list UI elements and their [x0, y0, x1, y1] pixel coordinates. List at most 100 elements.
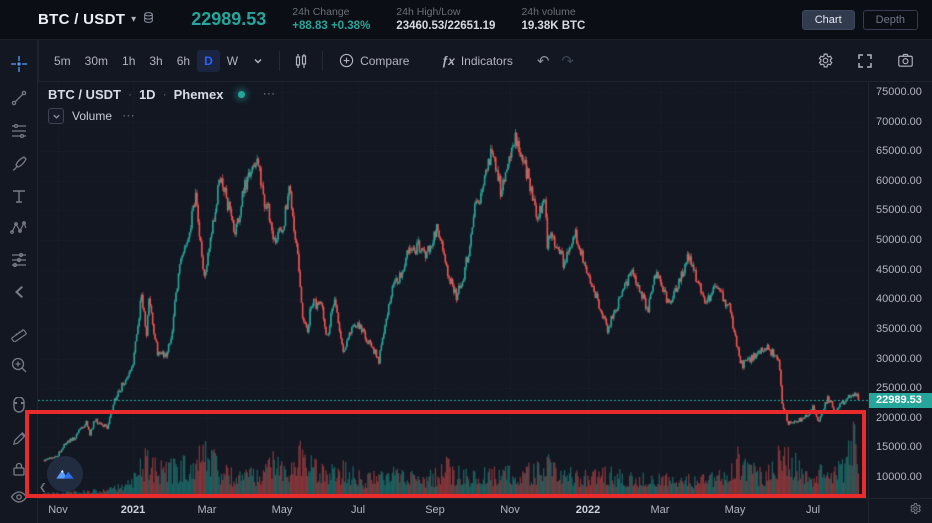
fullscreen-icon[interactable] — [852, 48, 878, 74]
stat-24h-change: 24h Change +88.83 +0.38% — [292, 5, 370, 35]
legend-interval: 1D — [138, 86, 156, 102]
time-axis-tick: Sep — [425, 504, 445, 516]
price-chart-canvas[interactable] — [38, 82, 868, 498]
volume-more-icon[interactable]: ⋯ — [122, 108, 137, 123]
toolbar-separator — [322, 50, 324, 71]
view-toggle: Chart Depth — [801, 9, 932, 30]
indicators-button[interactable]: ƒx Indicators — [433, 50, 520, 72]
hide-drawings-panel-arrow-icon[interactable] — [9, 282, 29, 302]
stat-label: 24h volume — [521, 5, 576, 18]
volume-indicator-label: Volume — [72, 109, 113, 123]
price-axis-tick: 70000.00 — [876, 115, 922, 128]
stat-24h-volume: 24h volume 19.38K BTC — [521, 5, 585, 35]
chart-toolbar: 5m 30m 1h 3h 6h D W Compare ƒx Indicator… — [38, 40, 932, 82]
screenshot-camera-icon[interactable] — [892, 48, 918, 74]
market-filter-icon[interactable] — [142, 11, 155, 29]
compare-label: Compare — [360, 53, 410, 68]
interval-6h[interactable]: 6h — [176, 53, 191, 68]
toolbar-right-group — [812, 48, 932, 74]
exchange-logo-watermark — [47, 456, 83, 492]
crosshair-tool-icon[interactable] — [9, 54, 29, 74]
interval-expand-chevron-icon[interactable] — [245, 48, 271, 74]
interval-3h[interactable]: 3h — [149, 53, 163, 68]
interval-1w[interactable]: W — [226, 53, 239, 68]
volume-indicator-row: Volume ⋯ — [48, 108, 136, 124]
chart-plot-area[interactable]: BTC / USDT · 1D · Phemex ⋯ Volume ⋯ ❮ — [38, 82, 868, 498]
volume-collapse-chevron-icon[interactable] — [48, 108, 64, 124]
time-axis-tick: Nov — [500, 504, 520, 516]
price-axis[interactable]: 22989.53 75000.00 70000.00 65000.00 60000.0… — [868, 82, 932, 498]
zoom-in-icon[interactable] — [9, 355, 29, 375]
legend-separator: · — [162, 87, 167, 101]
fx-icon: ƒx — [441, 53, 455, 68]
time-axis-tick: Jul — [805, 504, 821, 516]
price-axis-tick: 45000.00 — [876, 263, 922, 276]
magnet-mode-icon[interactable] — [9, 396, 29, 416]
symbol-label: BTC / USDT — [38, 11, 126, 28]
price-axis-tick: 55000.00 — [876, 204, 922, 217]
price-axis-tick: 40000.00 — [876, 293, 922, 306]
time-axis-tick: 2022 — [575, 504, 601, 516]
compare-button[interactable]: Compare — [331, 49, 417, 72]
indicators-label: Indicators — [460, 53, 513, 68]
interval-1d[interactable]: D — [197, 49, 220, 72]
time-axis-tick: Jul — [350, 504, 366, 516]
legend-symbol: BTC / USDT — [48, 86, 121, 102]
time-axis-tick: Nov — [48, 504, 68, 516]
price-axis-tick: 60000.00 — [876, 174, 922, 187]
legend-more-icon[interactable]: ⋯ — [262, 86, 277, 101]
price-axis-tick: 30000.00 — [876, 352, 922, 365]
price-axis-tick: 10000.00 — [876, 471, 922, 483]
text-tool-icon[interactable] — [9, 186, 29, 206]
price-axis-tick: 50000.00 — [876, 234, 922, 247]
stat-label: 24h High/Low — [396, 5, 461, 18]
stat-24h-high-low: 24h High/Low 23460.53/22651.19 — [396, 5, 495, 35]
header-bar: BTC / USDT ▾ 22989.53 24h Change +88.83 … — [0, 0, 932, 40]
data-connection-status-dot — [238, 90, 246, 98]
undo-icon[interactable]: ↶ — [536, 52, 550, 70]
interval-5m[interactable]: 5m — [54, 53, 71, 68]
legend-exchange: Phemex — [173, 86, 224, 102]
chart-settings-gear-icon[interactable] — [812, 48, 838, 74]
symbol-selector[interactable]: BTC / USDT ▾ — [0, 11, 169, 29]
time-axis-tick: Mar — [650, 504, 670, 516]
candle-style-icon[interactable] — [288, 48, 314, 74]
price-axis-tick: 15000.00 — [876, 441, 922, 454]
lock-drawings-icon[interactable] — [9, 459, 29, 479]
redo-icon[interactable]: ↷ — [561, 52, 574, 70]
stat-label: 24h Change — [292, 5, 350, 18]
last-price: 22989.53 — [191, 9, 267, 29]
stat-value: 19.38K BTC — [521, 19, 586, 32]
drawing-mode-pencil-icon[interactable] — [9, 428, 29, 448]
stat-value: 23460.53/22651.19 — [396, 19, 496, 32]
time-axis-tick: May — [271, 504, 293, 516]
axis-corner — [868, 498, 932, 523]
time-axis-tick: Mar — [197, 504, 217, 516]
prediction-measurement-tool-icon[interactable] — [9, 250, 29, 270]
price-axis-tick: 25000.00 — [876, 382, 922, 395]
price-axis-tick: 20000.00 — [876, 411, 922, 424]
price-axis-tick: 35000.00 — [876, 322, 922, 335]
interval-30m[interactable]: 30m — [84, 53, 109, 68]
hide-drawings-eye-icon[interactable] — [9, 487, 29, 507]
trend-line-tool-icon[interactable] — [9, 88, 29, 108]
toolbar-separator — [279, 50, 281, 71]
chart-legend[interactable]: BTC / USDT · 1D · Phemex ⋯ — [48, 86, 276, 102]
current-price-tag: 22989.53 — [869, 392, 932, 408]
xabcd-pattern-tool-icon[interactable] — [9, 218, 29, 238]
tab-chart[interactable]: Chart — [801, 9, 855, 30]
tab-depth[interactable]: Depth — [862, 9, 918, 30]
price-axis-tick: 75000.00 — [876, 86, 922, 98]
scroll-to-start-chevron-icon[interactable]: ❮ — [39, 482, 47, 492]
time-axis[interactable]: Nov 2021 Mar May Jul Sep Nov 2022 Mar May Jul — [38, 498, 868, 523]
drawing-tools-sidebar — [0, 40, 38, 523]
fib-retracement-tool-icon[interactable] — [9, 121, 29, 141]
measure-ruler-icon[interactable] — [9, 323, 29, 343]
axis-settings-gear-icon[interactable] — [909, 502, 922, 520]
interval-1h[interactable]: 1h — [122, 53, 136, 68]
chevron-down-icon[interactable]: ▾ — [131, 14, 137, 25]
brush-tool-icon[interactable] — [9, 154, 29, 174]
legend-separator: · — [127, 87, 132, 101]
price-axis-tick: 65000.00 — [876, 145, 922, 158]
